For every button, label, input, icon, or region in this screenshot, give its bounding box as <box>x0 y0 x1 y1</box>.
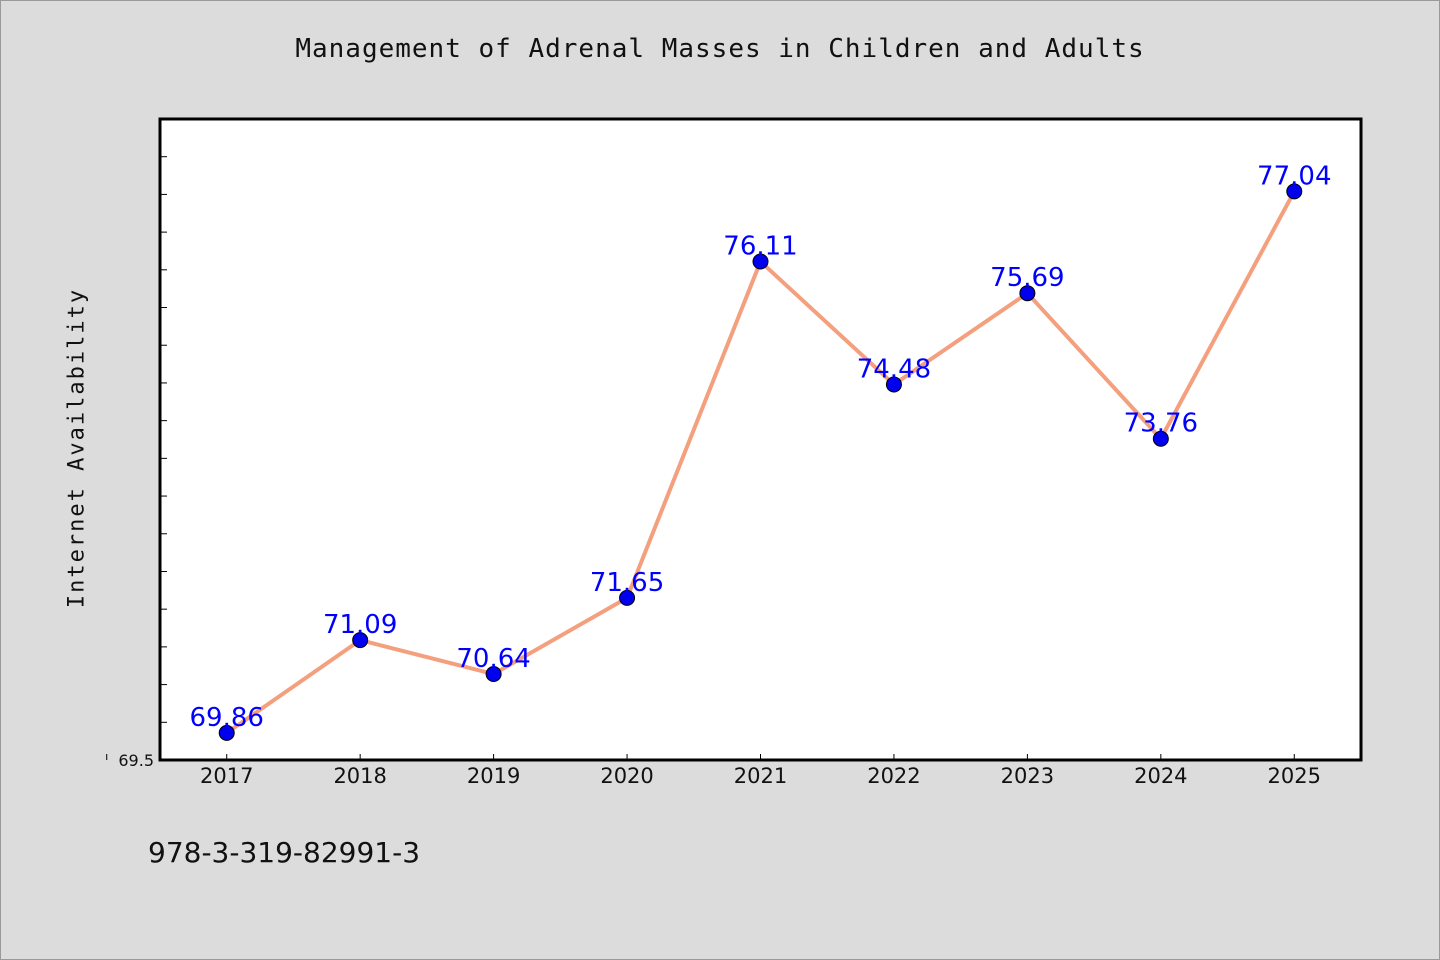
data-label: 77.04 <box>1257 161 1331 191</box>
x-tick-label: 2021 <box>734 764 787 788</box>
data-point <box>1286 183 1303 200</box>
footer-isbn: 978-3-319-82991-3 <box>148 836 421 869</box>
x-tick-label: 2022 <box>867 764 920 788</box>
data-label: 69.86 <box>190 703 264 733</box>
data-label: 71.65 <box>590 568 664 598</box>
x-tick-label: 2024 <box>1134 764 1187 788</box>
data-point <box>619 589 636 606</box>
data-point <box>1152 430 1169 447</box>
plot-area <box>158 117 1363 762</box>
x-tick-label: 2023 <box>1001 764 1054 788</box>
data-label: 70.64 <box>456 644 530 674</box>
data-point <box>752 253 769 270</box>
x-tick-label: 2019 <box>467 764 520 788</box>
x-tick-label: 2025 <box>1268 764 1321 788</box>
data-label: 73.76 <box>1124 409 1198 439</box>
x-tick-label: 2018 <box>333 764 386 788</box>
data-label: 74.48 <box>857 354 931 384</box>
data-point <box>885 376 902 393</box>
x-tick-label: 2020 <box>600 764 653 788</box>
y-tick-label: 69.5 <box>118 751 154 770</box>
data-label: 75.69 <box>990 263 1064 293</box>
data-label: 71.09 <box>323 610 397 640</box>
data-point <box>1019 285 1036 302</box>
data-label: 76.11 <box>723 232 797 262</box>
chart-title: Management of Adrenal Masses in Children… <box>295 34 1145 64</box>
data-point <box>352 632 369 649</box>
data-point <box>485 666 502 683</box>
data-point <box>218 724 235 741</box>
x-tick-label: 2017 <box>200 764 253 788</box>
